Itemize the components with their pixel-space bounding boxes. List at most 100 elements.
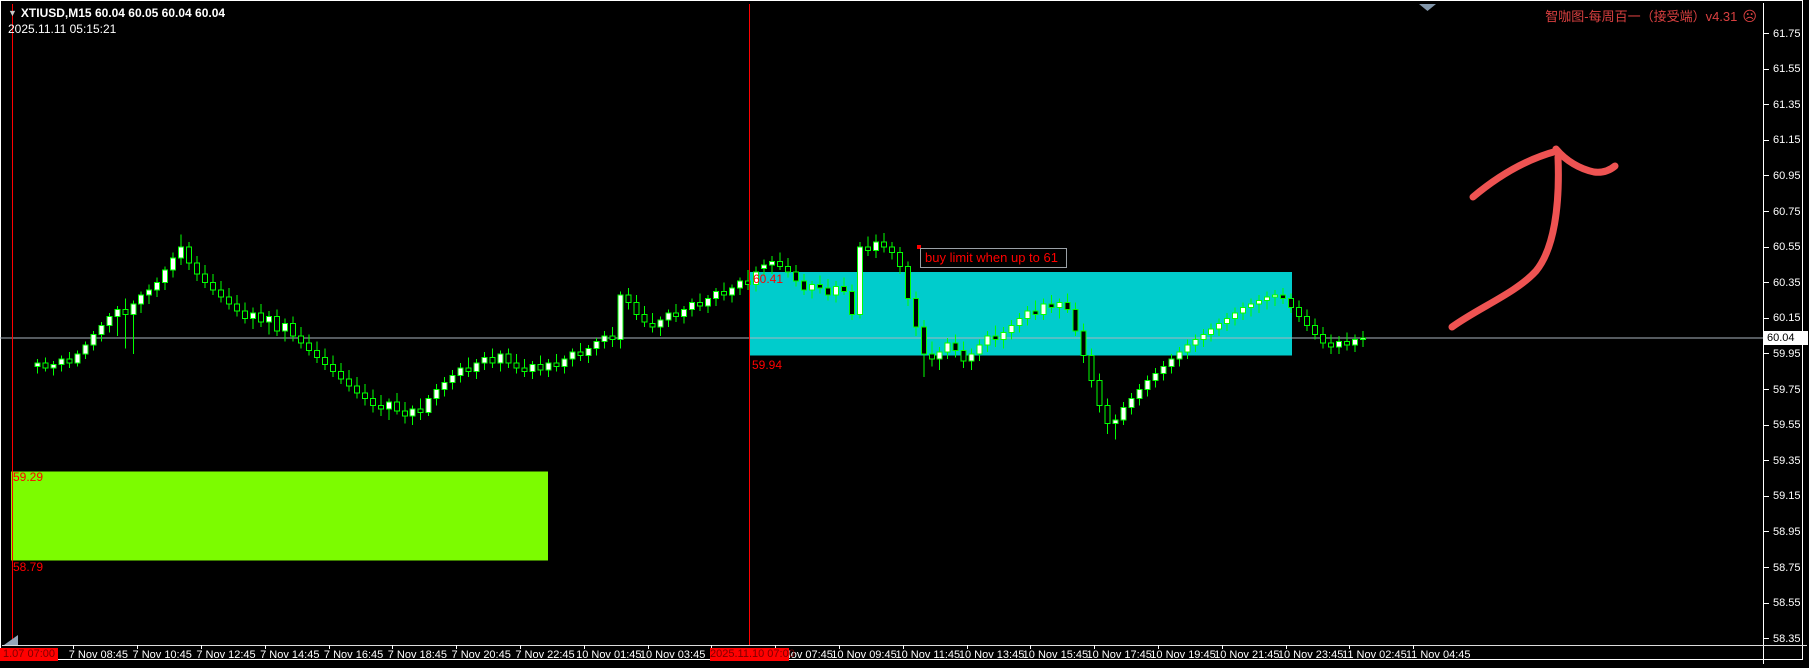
price-tick bbox=[1764, 246, 1769, 248]
symbol-dropdown-icon[interactable]: ▼ bbox=[8, 8, 17, 18]
candle-body bbox=[385, 401, 392, 410]
time-axis[interactable]: 1.07 07:00 2025.11.10 07:00 7 Nov 08:45 7… bbox=[0, 645, 1809, 668]
face-icon: ☹ bbox=[1742, 8, 1757, 24]
price-tick bbox=[1764, 567, 1769, 568]
candle-body bbox=[497, 353, 504, 364]
candle-body bbox=[737, 280, 744, 289]
time-tick-label: 7 Nov 10:45 bbox=[132, 649, 192, 661]
candle-body bbox=[1256, 300, 1263, 305]
candle-body bbox=[928, 353, 935, 360]
candle-body bbox=[130, 303, 137, 316]
price-tick-label: 58.35 bbox=[1773, 632, 1801, 645]
time-tick-label: 10 Nov 21:45 bbox=[1214, 649, 1280, 661]
candle-body bbox=[976, 344, 983, 355]
vline-date-badge: 2025.11.10 07:00 bbox=[710, 648, 795, 661]
candle-body bbox=[90, 333, 97, 346]
price-tick bbox=[1764, 282, 1769, 284]
candle-body bbox=[353, 385, 360, 394]
green-box-top-price-label: 59.29 bbox=[13, 470, 44, 484]
candle-body bbox=[912, 298, 919, 328]
price-tick-label: 60.35 bbox=[1773, 276, 1801, 289]
candle-body bbox=[441, 381, 448, 391]
candle-body bbox=[1343, 340, 1350, 346]
price-tick bbox=[1764, 68, 1769, 70]
candle-body bbox=[242, 310, 249, 319]
candle-body bbox=[753, 271, 760, 285]
candle-body bbox=[258, 312, 265, 323]
candle-body bbox=[864, 246, 871, 252]
candle-body bbox=[250, 312, 257, 319]
candle-body bbox=[297, 335, 304, 344]
candle-body bbox=[769, 260, 776, 266]
hand-drawn-up-arrow[interactable] bbox=[1552, 145, 1619, 176]
candle-body bbox=[329, 364, 336, 373]
candle-body bbox=[545, 362, 552, 371]
candle-body bbox=[801, 280, 807, 291]
chart-shift-triangle-icon[interactable] bbox=[1419, 4, 1436, 11]
price-scale[interactable]: 61.75 61.55 61.35 61.15 60.95 60.75 60.55 60.35… bbox=[1764, 0, 1809, 668]
candle-body bbox=[1232, 312, 1239, 319]
candle-body bbox=[337, 371, 344, 380]
candle-body bbox=[1088, 355, 1095, 382]
price-tick bbox=[1764, 317, 1769, 319]
price-tick-label: 60.95 bbox=[1773, 169, 1801, 182]
candle-body bbox=[521, 367, 528, 373]
price-tick-label: 61.15 bbox=[1773, 134, 1801, 147]
candle-body bbox=[697, 301, 704, 307]
axis-corner-triangle-icon bbox=[4, 635, 18, 645]
symbol-ohlc-line[interactable]: ▼ XTIUSD,M15 60.04 60.05 60.04 60.04 bbox=[8, 6, 225, 20]
candle-body bbox=[856, 246, 863, 316]
candle-body bbox=[968, 353, 975, 362]
candle-body bbox=[872, 241, 879, 252]
price-tick bbox=[1764, 638, 1769, 640]
candle-body bbox=[992, 335, 999, 341]
candle-body bbox=[633, 301, 640, 316]
candle-body bbox=[1000, 332, 1007, 341]
candle-body bbox=[289, 323, 296, 337]
candle-body bbox=[561, 358, 568, 367]
price-tick bbox=[1764, 139, 1769, 141]
time-tick-label: 7 Nov 14:45 bbox=[260, 649, 320, 661]
candle-body bbox=[649, 323, 656, 328]
time-tick bbox=[902, 645, 904, 649]
candle-body bbox=[609, 335, 616, 341]
candle-body bbox=[162, 269, 169, 284]
time-tick-label: 10 Nov 01:45 bbox=[576, 649, 642, 661]
cyan-zone-rectangle[interactable] bbox=[750, 272, 1292, 356]
chart-datetime: 2025.11.11 05:15:21 bbox=[8, 22, 117, 36]
candle-body bbox=[1296, 307, 1303, 318]
green-zone-rectangle[interactable] bbox=[11, 471, 548, 561]
candle-body bbox=[1216, 323, 1223, 330]
time-tick bbox=[201, 645, 202, 649]
candle-body bbox=[1328, 342, 1335, 348]
time-tick bbox=[456, 645, 458, 649]
candle-body bbox=[218, 289, 225, 298]
price-tick bbox=[1764, 33, 1769, 34]
time-tick-label: 11 Nov 04:45 bbox=[1405, 649, 1471, 661]
candle-body bbox=[210, 282, 217, 291]
time-tick-label: 10 Nov 11:45 bbox=[895, 649, 961, 661]
candle-body bbox=[848, 291, 855, 316]
buy-limit-note[interactable]: buy limit when up to 61 bbox=[920, 248, 1067, 268]
candle-body bbox=[513, 362, 520, 369]
candle-body bbox=[98, 324, 105, 335]
candle-body bbox=[808, 283, 815, 291]
hand-drawn-up-arrow[interactable] bbox=[1469, 147, 1561, 201]
price-tick-label: 59.15 bbox=[1773, 490, 1801, 503]
candle-body bbox=[944, 342, 951, 353]
candle-body bbox=[1184, 344, 1191, 353]
price-tick-label: 59.95 bbox=[1773, 347, 1801, 360]
candle-body bbox=[34, 362, 41, 367]
candle-body bbox=[305, 342, 312, 351]
price-tick-label: 59.75 bbox=[1773, 383, 1801, 396]
candle-body bbox=[50, 364, 57, 369]
candle-body bbox=[713, 291, 720, 300]
hand-drawn-up-arrow[interactable] bbox=[1448, 153, 1562, 331]
chart-header: ▼ XTIUSD,M15 60.04 60.05 60.04 60.04 2025… bbox=[8, 6, 225, 36]
candle-body bbox=[1248, 303, 1255, 309]
time-tick-label: 10 Nov 19:45 bbox=[1150, 649, 1216, 661]
candle-body bbox=[1024, 310, 1031, 319]
candle-body bbox=[1240, 307, 1247, 314]
